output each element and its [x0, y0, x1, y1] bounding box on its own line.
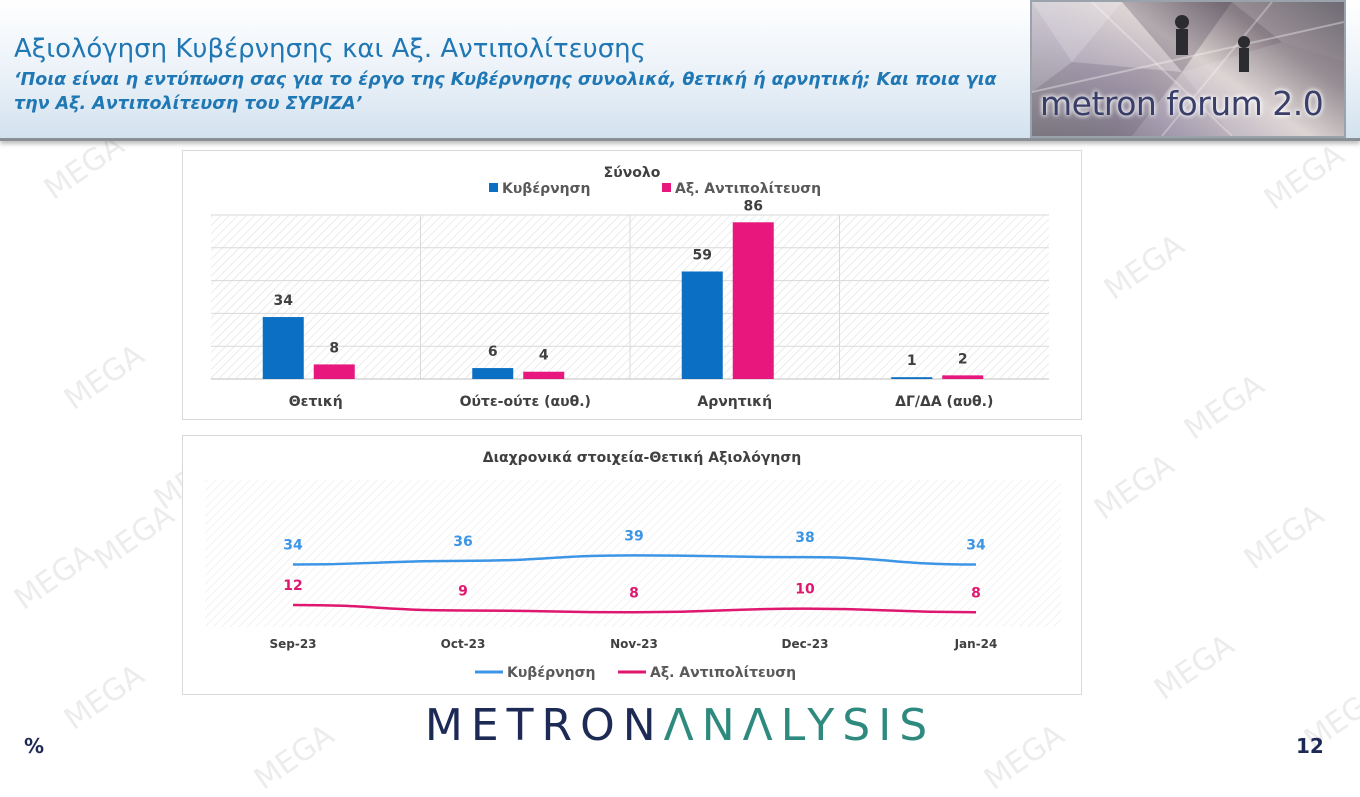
bar: [523, 371, 565, 379]
point-value-label: 9: [458, 583, 468, 599]
point-value-label: 39: [624, 528, 643, 544]
point-value-label: 10: [795, 582, 815, 598]
bar: [313, 364, 355, 379]
mega-watermark: MEGA: [87, 497, 181, 578]
page-number: 12: [1296, 734, 1324, 758]
x-tick-label: Ούτε-ούτε (αυθ.): [460, 394, 591, 410]
bar: [891, 377, 933, 379]
mega-watermark: MEGA: [1177, 367, 1271, 448]
line-chart: Διαχρονικά στοιχεία-Θετική Αξιολόγηση 34…: [205, 450, 1061, 681]
metron-forum-logo: metron forum 2.0: [1030, 0, 1346, 138]
bar: [732, 222, 774, 379]
slide-title: Αξιολόγηση Κυβέρνησης και Αξ. Αντιπολίτε…: [14, 34, 646, 64]
point-value-label: 12: [283, 578, 302, 594]
slide-subtitle: ‘Ποια είναι η εντύπωση σας για το έργο τ…: [14, 70, 997, 114]
bar-chart-panel: Σύνολο Κυβέρνηση Αξ. Αντιπολίτευση 34 8 Θε…: [182, 150, 1082, 420]
mega-watermark: MEGA: [1147, 627, 1241, 708]
legend-label-opp-line: Αξ. Αντιπολίτευση: [650, 665, 796, 681]
bar-value-label: 34: [274, 293, 294, 309]
mega-watermark: MEGA: [1257, 137, 1351, 218]
bar-value-label: 86: [744, 198, 763, 214]
legend-label-gov: Κυβέρνηση: [502, 181, 591, 197]
x-tick-label: Jan-24: [954, 637, 998, 651]
point-value-label: 38: [795, 530, 814, 546]
bar-chart-legend: Κυβέρνηση Αξ. Αντιπολίτευση: [489, 181, 821, 197]
point-value-label: 34: [966, 538, 986, 554]
mega-watermark: MEGA: [1237, 497, 1331, 578]
x-tick-label: ΔΓ/ΔΑ (αυθ.): [895, 394, 993, 410]
x-tick-label: Dec-23: [782, 637, 829, 651]
mega-watermark: MEGA: [1097, 227, 1191, 308]
mega-watermark: MEGA: [7, 537, 101, 618]
x-tick-label: Sep-23: [269, 637, 316, 651]
bar-chart-title: Σύνολο: [604, 165, 661, 181]
series-line: [292, 554, 977, 566]
point-value-label: 34: [283, 538, 303, 554]
x-tick-label: Nov-23: [610, 637, 658, 651]
bar-value-label: 6: [488, 344, 498, 360]
bar: [262, 317, 304, 379]
point-value-label: 36: [453, 534, 472, 550]
legend-label-opp: Αξ. Αντιπολίτευση: [675, 181, 821, 197]
plot-background: [205, 480, 1061, 627]
legend-label-gov-line: Κυβέρνηση: [507, 665, 596, 681]
logo-text: metron forum 2.0: [1040, 84, 1324, 123]
line-plot-area: 34 36 39 38 34 12 9 8 10 8 Sep-23 Oct-23 Nov-23 Dec-2…: [205, 480, 1061, 651]
line-chart-panel: Διαχρονικά στοιχεία-Θετική Αξιολόγηση 34…: [182, 435, 1082, 695]
bar: [472, 368, 514, 379]
point-value-label: 8: [629, 585, 639, 601]
line-chart-legend: Κυβέρνηση Αξ. Αντιπολίτευση: [475, 665, 796, 681]
legend-swatch-gov: [489, 183, 498, 192]
bar: [681, 271, 723, 379]
x-tick-label: Αρνητική: [697, 394, 772, 410]
brand-part-1: METRON: [424, 700, 664, 751]
bar-value-label: 8: [329, 340, 339, 356]
bar: [942, 375, 984, 379]
metron-analysis-logo: METRONΛNΛLYSIS: [0, 700, 1360, 751]
bar-value-label: 1: [907, 353, 917, 369]
x-tick-label: Θετική: [289, 394, 343, 410]
x-tick-label: Oct-23: [441, 637, 486, 651]
legend-swatch-opp: [662, 183, 671, 192]
line-chart-title: Διαχρονικά στοιχεία-Θετική Αξιολόγηση: [483, 450, 802, 466]
bar-value-label: 59: [693, 247, 712, 263]
bar-plot-area: 34 8 Θετική 6 4 Ούτε-ούτε (αυθ.) 59 86 Αρνητική 1…: [211, 198, 1049, 410]
mega-watermark: MEGA: [1087, 447, 1181, 528]
mega-watermark: MEGA: [57, 337, 151, 418]
bar-value-label: 4: [539, 348, 549, 364]
slide-header: Αξιολόγηση Κυβέρνησης και Αξ. Αντιπολίτε…: [0, 0, 1360, 141]
bar-chart: Σύνολο Κυβέρνηση Αξ. Αντιπολίτευση 34 8 Θε…: [211, 165, 1049, 410]
brand-part-2: ΛNΛLYSIS: [663, 700, 936, 751]
percent-symbol: %: [24, 734, 45, 758]
bar-value-label: 2: [958, 351, 968, 367]
logo-pattern-icon: [1032, 2, 1344, 136]
point-value-label: 8: [971, 585, 981, 601]
series-line: [292, 603, 977, 614]
